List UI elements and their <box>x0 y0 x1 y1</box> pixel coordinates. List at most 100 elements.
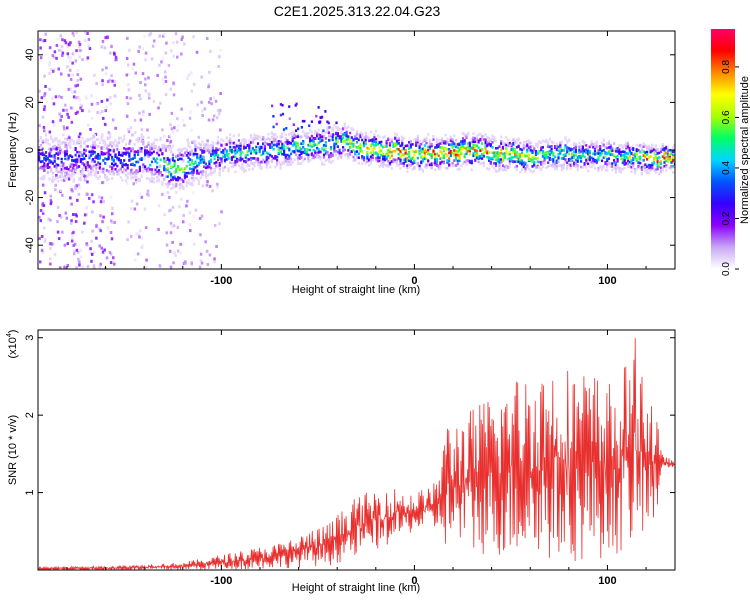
spectrogram-cell <box>189 229 192 233</box>
spectrogram-cell <box>160 60 163 64</box>
spectrogram-cell <box>583 155 586 159</box>
spectrogram-cell <box>248 148 251 152</box>
spectrogram-cell <box>83 140 86 144</box>
spectrogram-cell <box>105 176 108 179</box>
spectrogram-cell <box>385 139 388 143</box>
spectrogram-cell <box>345 142 348 145</box>
spectrogram-cell <box>104 72 108 76</box>
spectrogram-cell <box>53 160 56 163</box>
spectrogram-cell <box>369 155 372 159</box>
spectrogram-cell <box>96 111 99 114</box>
spectrogram-cell <box>68 43 71 47</box>
spectrogram-cell <box>159 174 162 177</box>
spectrogram-cell <box>406 164 409 167</box>
spectrogram-cells <box>38 31 675 269</box>
spectrogram-cell <box>498 167 501 170</box>
spectrogram-cell <box>112 141 115 144</box>
spectrogram-cell <box>564 160 567 163</box>
spectrogram-cell <box>165 231 168 235</box>
spectrogram-cell <box>54 177 57 181</box>
spectrogram-cell <box>163 167 166 170</box>
spectrogram-cell <box>310 157 313 160</box>
spectrogram-cell <box>51 175 55 179</box>
spectrogram-cell <box>529 145 532 148</box>
spectrogram-cell <box>175 155 178 158</box>
spectrogram-cell <box>69 165 72 169</box>
spectrogram-cell <box>42 226 46 230</box>
spectrogram-cell <box>626 142 630 146</box>
spectrogram-cell <box>342 140 345 143</box>
spectrogram-cell <box>236 157 239 161</box>
spectrogram-cell <box>484 133 487 136</box>
spectrogram-cell <box>368 137 371 140</box>
spectrogram-cell <box>149 148 152 152</box>
spectrogram-cell <box>76 250 80 254</box>
spectrogram-cell <box>57 170 60 174</box>
spectrogram-cell <box>319 150 322 154</box>
spectrogram-cell <box>111 158 114 161</box>
spectrogram-cell <box>659 166 663 170</box>
spectrogram-cell <box>177 124 180 128</box>
spectrogram-cell <box>90 148 94 152</box>
spectrogram-cell <box>127 220 130 224</box>
spectrogram-cell <box>131 66 135 70</box>
spectrogram-cell <box>656 152 659 155</box>
spectrogram-cell <box>51 54 54 57</box>
spectrogram-cell <box>423 152 426 155</box>
spectrogram-cell <box>76 73 79 77</box>
spectrogram-cell <box>97 177 100 180</box>
colorbar-tick-label: 0.4 <box>721 161 732 175</box>
spectrogram-cell <box>246 157 249 161</box>
spectrogram-cell <box>488 151 491 154</box>
spectrogram-cell <box>206 165 209 168</box>
spectrogram-cell <box>138 157 141 161</box>
spectrogram-cell <box>460 149 463 153</box>
spectrogram-cell <box>62 169 65 172</box>
spectrogram-cell <box>43 94 46 98</box>
spectrogram-cell <box>258 145 261 149</box>
spectrogram-cell <box>340 137 343 141</box>
spectrogram-cell <box>140 245 144 249</box>
spectrogram-cell <box>335 131 338 135</box>
spectrogram-cell <box>387 152 390 156</box>
spectrogram-cell <box>430 154 433 158</box>
spectrogram-cell <box>170 187 173 190</box>
spectrogram-cell <box>321 147 324 150</box>
spectrogram-cell <box>57 140 60 143</box>
spectrogram-cell <box>329 146 333 149</box>
spectrogram-cell <box>71 73 74 77</box>
spectrogram-cell <box>113 80 117 83</box>
spectrogram-cell <box>216 116 219 120</box>
spectrogram-cell <box>44 154 48 158</box>
spectrogram-cell <box>131 133 134 137</box>
spectrogram-cell <box>128 139 132 143</box>
spectrogram-cell <box>84 139 88 143</box>
spectrogram-cell <box>270 141 273 144</box>
spectrogram-cell <box>310 153 313 156</box>
spectrogram-cell <box>116 164 119 168</box>
spectrogram-cell <box>145 145 148 148</box>
spectrogram-cell <box>515 138 518 142</box>
spectrogram-cell <box>477 154 480 158</box>
spectrogram-cell <box>41 139 45 143</box>
spectrogram-cell <box>204 162 207 166</box>
spectrogram-cell <box>277 142 280 146</box>
spectrogram-cell <box>448 163 451 167</box>
spectrogram-cell <box>176 117 179 121</box>
spectrogram-cell <box>109 231 113 234</box>
spectrogram-cell <box>548 156 551 160</box>
spectrogram-cell <box>368 139 371 143</box>
spectrogram-cell <box>150 179 153 183</box>
spectrogram-cell <box>515 168 518 171</box>
spectrogram-cell <box>86 243 89 247</box>
spectrogram-cell <box>600 168 604 171</box>
spectrogram-cell <box>595 145 598 149</box>
spectrogram-cell <box>585 165 588 168</box>
spectrogram-cell <box>154 168 157 172</box>
spectrogram-cell <box>484 140 487 144</box>
spectrogram-cell <box>190 183 194 186</box>
spectrogram-cell <box>298 146 301 149</box>
spectrogram-cell <box>66 52 70 56</box>
spectrogram-cell <box>189 171 192 175</box>
spectrogram-cell <box>194 152 197 156</box>
